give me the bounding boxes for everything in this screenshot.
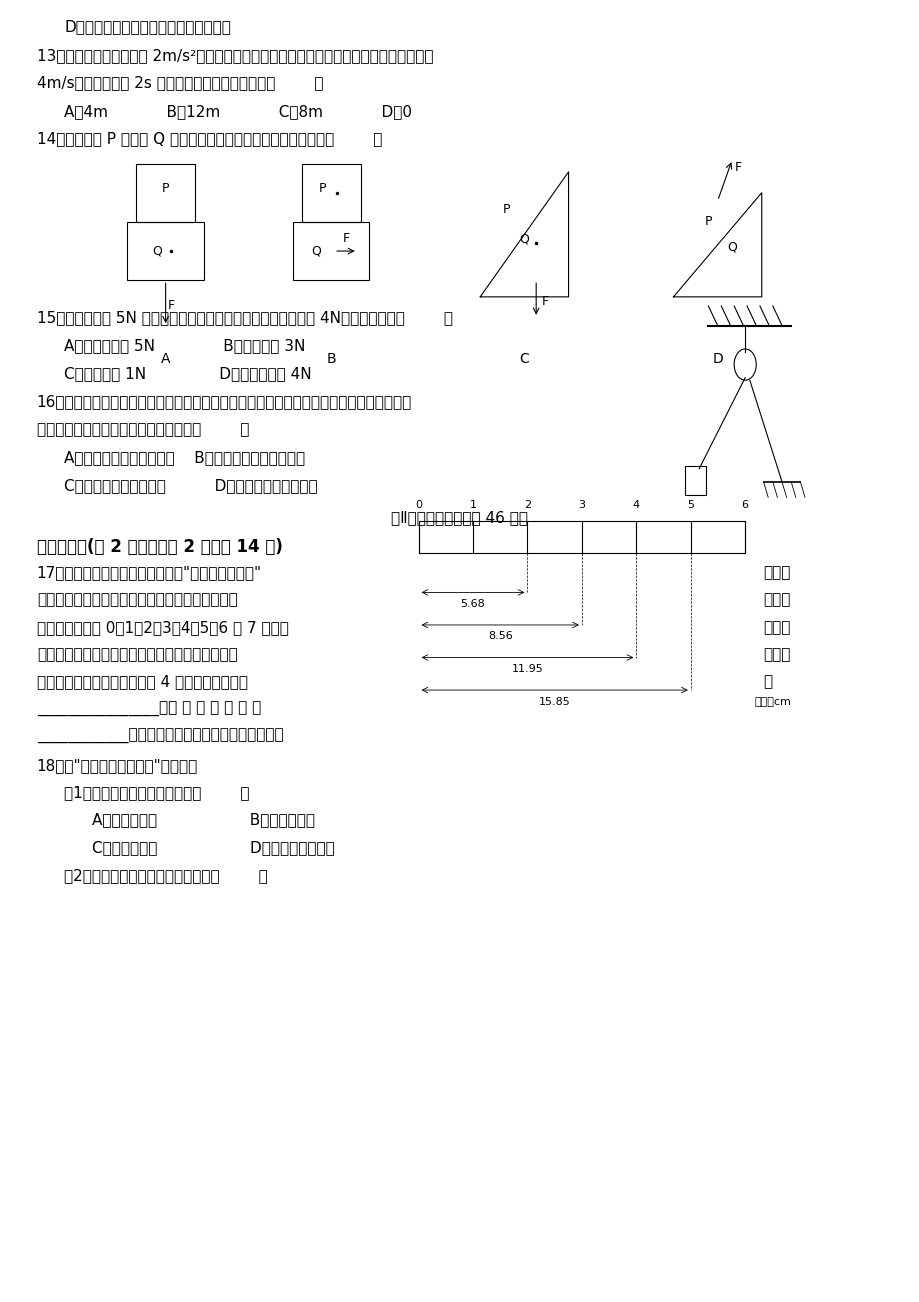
Text: 5.68: 5.68 bbox=[460, 599, 485, 609]
Text: 情况，: 情况， bbox=[763, 592, 790, 608]
Text: 4: 4 bbox=[632, 500, 640, 510]
Text: 物又重新保持静止。下列说法正确的是（        ）: 物又重新保持静止。下列说法正确的是（ ） bbox=[37, 422, 249, 437]
Text: F: F bbox=[168, 298, 175, 311]
Text: F: F bbox=[734, 161, 741, 174]
Text: 14．如下图为 P 物体对 Q 物体的压力的示意图，有明显错误的是（        ）: 14．如下图为 P 物体对 Q 物体的压力的示意图，有明显错误的是（ ） bbox=[37, 132, 381, 147]
Text: 13．某物体沿平直轨道以 2m/s²的加速度做匀变速直线运动，某时刻测得物体的速度大小为: 13．某物体沿平直轨道以 2m/s²的加速度做匀变速直线运动，某时刻测得物体的速… bbox=[37, 48, 433, 64]
Text: 的实验: 的实验 bbox=[763, 565, 790, 581]
Text: A: A bbox=[161, 353, 170, 366]
Text: （2）为了减小实验误差，实验时应（        ）: （2）为了减小实验误差，实验时应（ ） bbox=[64, 868, 267, 884]
Text: 15．将大小等于 5N 的力分解为两个力，其中一个力的大小等于 4N，则另一个力（        ）: 15．将大小等于 5N 的力分解为两个力，其中一个力的大小等于 4N，则另一个力… bbox=[37, 310, 452, 326]
Text: 在纸带上确定出 0、1、2、3、4、5、6 共 7 个计数: 在纸带上确定出 0、1、2、3、4、5、6 共 7 个计数 bbox=[37, 620, 289, 635]
Text: ________________，小 车 的 加 速 度 为: ________________，小 车 的 加 速 度 为 bbox=[37, 702, 261, 717]
Text: 两个相邻的计数点之间还有四个点没标出，其部分: 两个相邻的计数点之间还有四个点没标出，其部分 bbox=[37, 647, 237, 663]
Text: 中，用打点计时器记录了被小车拖动的纸带的运动: 中，用打点计时器记录了被小车拖动的纸带的运动 bbox=[37, 592, 237, 608]
Text: A．理想实验法                   B．等效替代法: A．理想实验法 B．等效替代法 bbox=[92, 812, 314, 828]
Text: 点，每: 点，每 bbox=[763, 620, 790, 635]
Text: 单位：cm: 单位：cm bbox=[754, 697, 790, 707]
Text: D: D bbox=[711, 353, 722, 366]
Text: 18．在"探究求合力的方法"的实验中: 18．在"探究求合力的方法"的实验中 bbox=[37, 758, 198, 773]
Bar bbox=[127, 221, 204, 280]
Text: 11.95: 11.95 bbox=[511, 664, 543, 674]
Text: 17．某同学在利用打点计时器研究"匀变速直线运动": 17．某同学在利用打点计时器研究"匀变速直线运动" bbox=[37, 565, 262, 581]
Text: 5: 5 bbox=[686, 500, 694, 510]
Text: 为: 为 bbox=[763, 674, 772, 690]
Text: 1: 1 bbox=[469, 500, 476, 510]
Text: 16．如图所示，站在水平地面商的人及重物均保持静止状态，若人向右走了两步后，人与重: 16．如图所示，站在水平地面商的人及重物均保持静止状态，若人向右走了两步后，人与… bbox=[37, 395, 412, 410]
Text: 间的距离如图所示，则打下点 4 时小车的瞬时速度: 间的距离如图所示，则打下点 4 时小车的瞬时速度 bbox=[37, 674, 247, 690]
Text: Q: Q bbox=[519, 232, 528, 245]
Text: Q: Q bbox=[727, 241, 736, 254]
Text: 15.85: 15.85 bbox=[539, 697, 570, 707]
Text: F: F bbox=[342, 232, 349, 245]
Text: D．物体的速度变化越大，则加速度越大: D．物体的速度变化越大，则加速度越大 bbox=[64, 20, 231, 35]
Text: 3: 3 bbox=[578, 500, 584, 510]
Text: 2: 2 bbox=[523, 500, 530, 510]
Text: C．控制变量法                   D．建立物理模型法: C．控制变量法 D．建立物理模型法 bbox=[92, 840, 335, 855]
Bar bbox=[292, 221, 369, 280]
Text: C．人对地面的压力增大          D．人对地面的压力减小: C．人对地面的压力增大 D．人对地面的压力减小 bbox=[64, 478, 318, 493]
Text: 8.56: 8.56 bbox=[487, 631, 512, 642]
Text: F: F bbox=[541, 294, 548, 307]
Bar bbox=[685, 466, 705, 495]
Text: B: B bbox=[326, 353, 335, 366]
Text: P: P bbox=[704, 215, 711, 228]
Text: A．地面对人的摩擦力减小    B．地面对人的摩擦力增大: A．地面对人的摩擦力减小 B．地面对人的摩擦力增大 bbox=[64, 450, 305, 466]
Text: 4m/s，则在此后的 2s 内，物体的位移大小可能为（        ）: 4m/s，则在此后的 2s 内，物体的位移大小可能为（ ） bbox=[37, 76, 323, 91]
Text: （1）本实验采用的科学方法是（        ）: （1）本实验采用的科学方法是（ ） bbox=[64, 785, 250, 801]
Text: P: P bbox=[162, 182, 169, 195]
Text: Q: Q bbox=[152, 245, 162, 258]
Bar bbox=[418, 521, 744, 553]
Text: P: P bbox=[503, 203, 510, 216]
Bar bbox=[301, 164, 360, 221]
Text: 相邻点: 相邻点 bbox=[763, 647, 790, 663]
Text: Q: Q bbox=[312, 245, 321, 258]
Text: C: C bbox=[519, 353, 528, 366]
Text: P: P bbox=[318, 182, 325, 195]
Text: 第Ⅱ卷（非选择题，共 46 分）: 第Ⅱ卷（非选择题，共 46 分） bbox=[391, 510, 528, 526]
Bar bbox=[136, 164, 195, 221]
Text: 0: 0 bbox=[414, 500, 422, 510]
Text: C．可能等于 1N               D．不可能等于 4N: C．可能等于 1N D．不可能等于 4N bbox=[64, 366, 312, 381]
Text: ____________。（要求计算结果保留三位有效数字）: ____________。（要求计算结果保留三位有效数字） bbox=[37, 729, 283, 745]
Text: A．不可能等于 5N              B．可能等于 3N: A．不可能等于 5N B．可能等于 3N bbox=[64, 339, 305, 354]
Text: 6: 6 bbox=[741, 500, 748, 510]
Text: 三、实验题(共 2 小题，每空 2 分，计 14 分): 三、实验题(共 2 小题，每空 2 分，计 14 分) bbox=[37, 538, 282, 556]
Text: A．4m            B．12m            C．8m            D．0: A．4m B．12m C．8m D．0 bbox=[64, 104, 412, 120]
